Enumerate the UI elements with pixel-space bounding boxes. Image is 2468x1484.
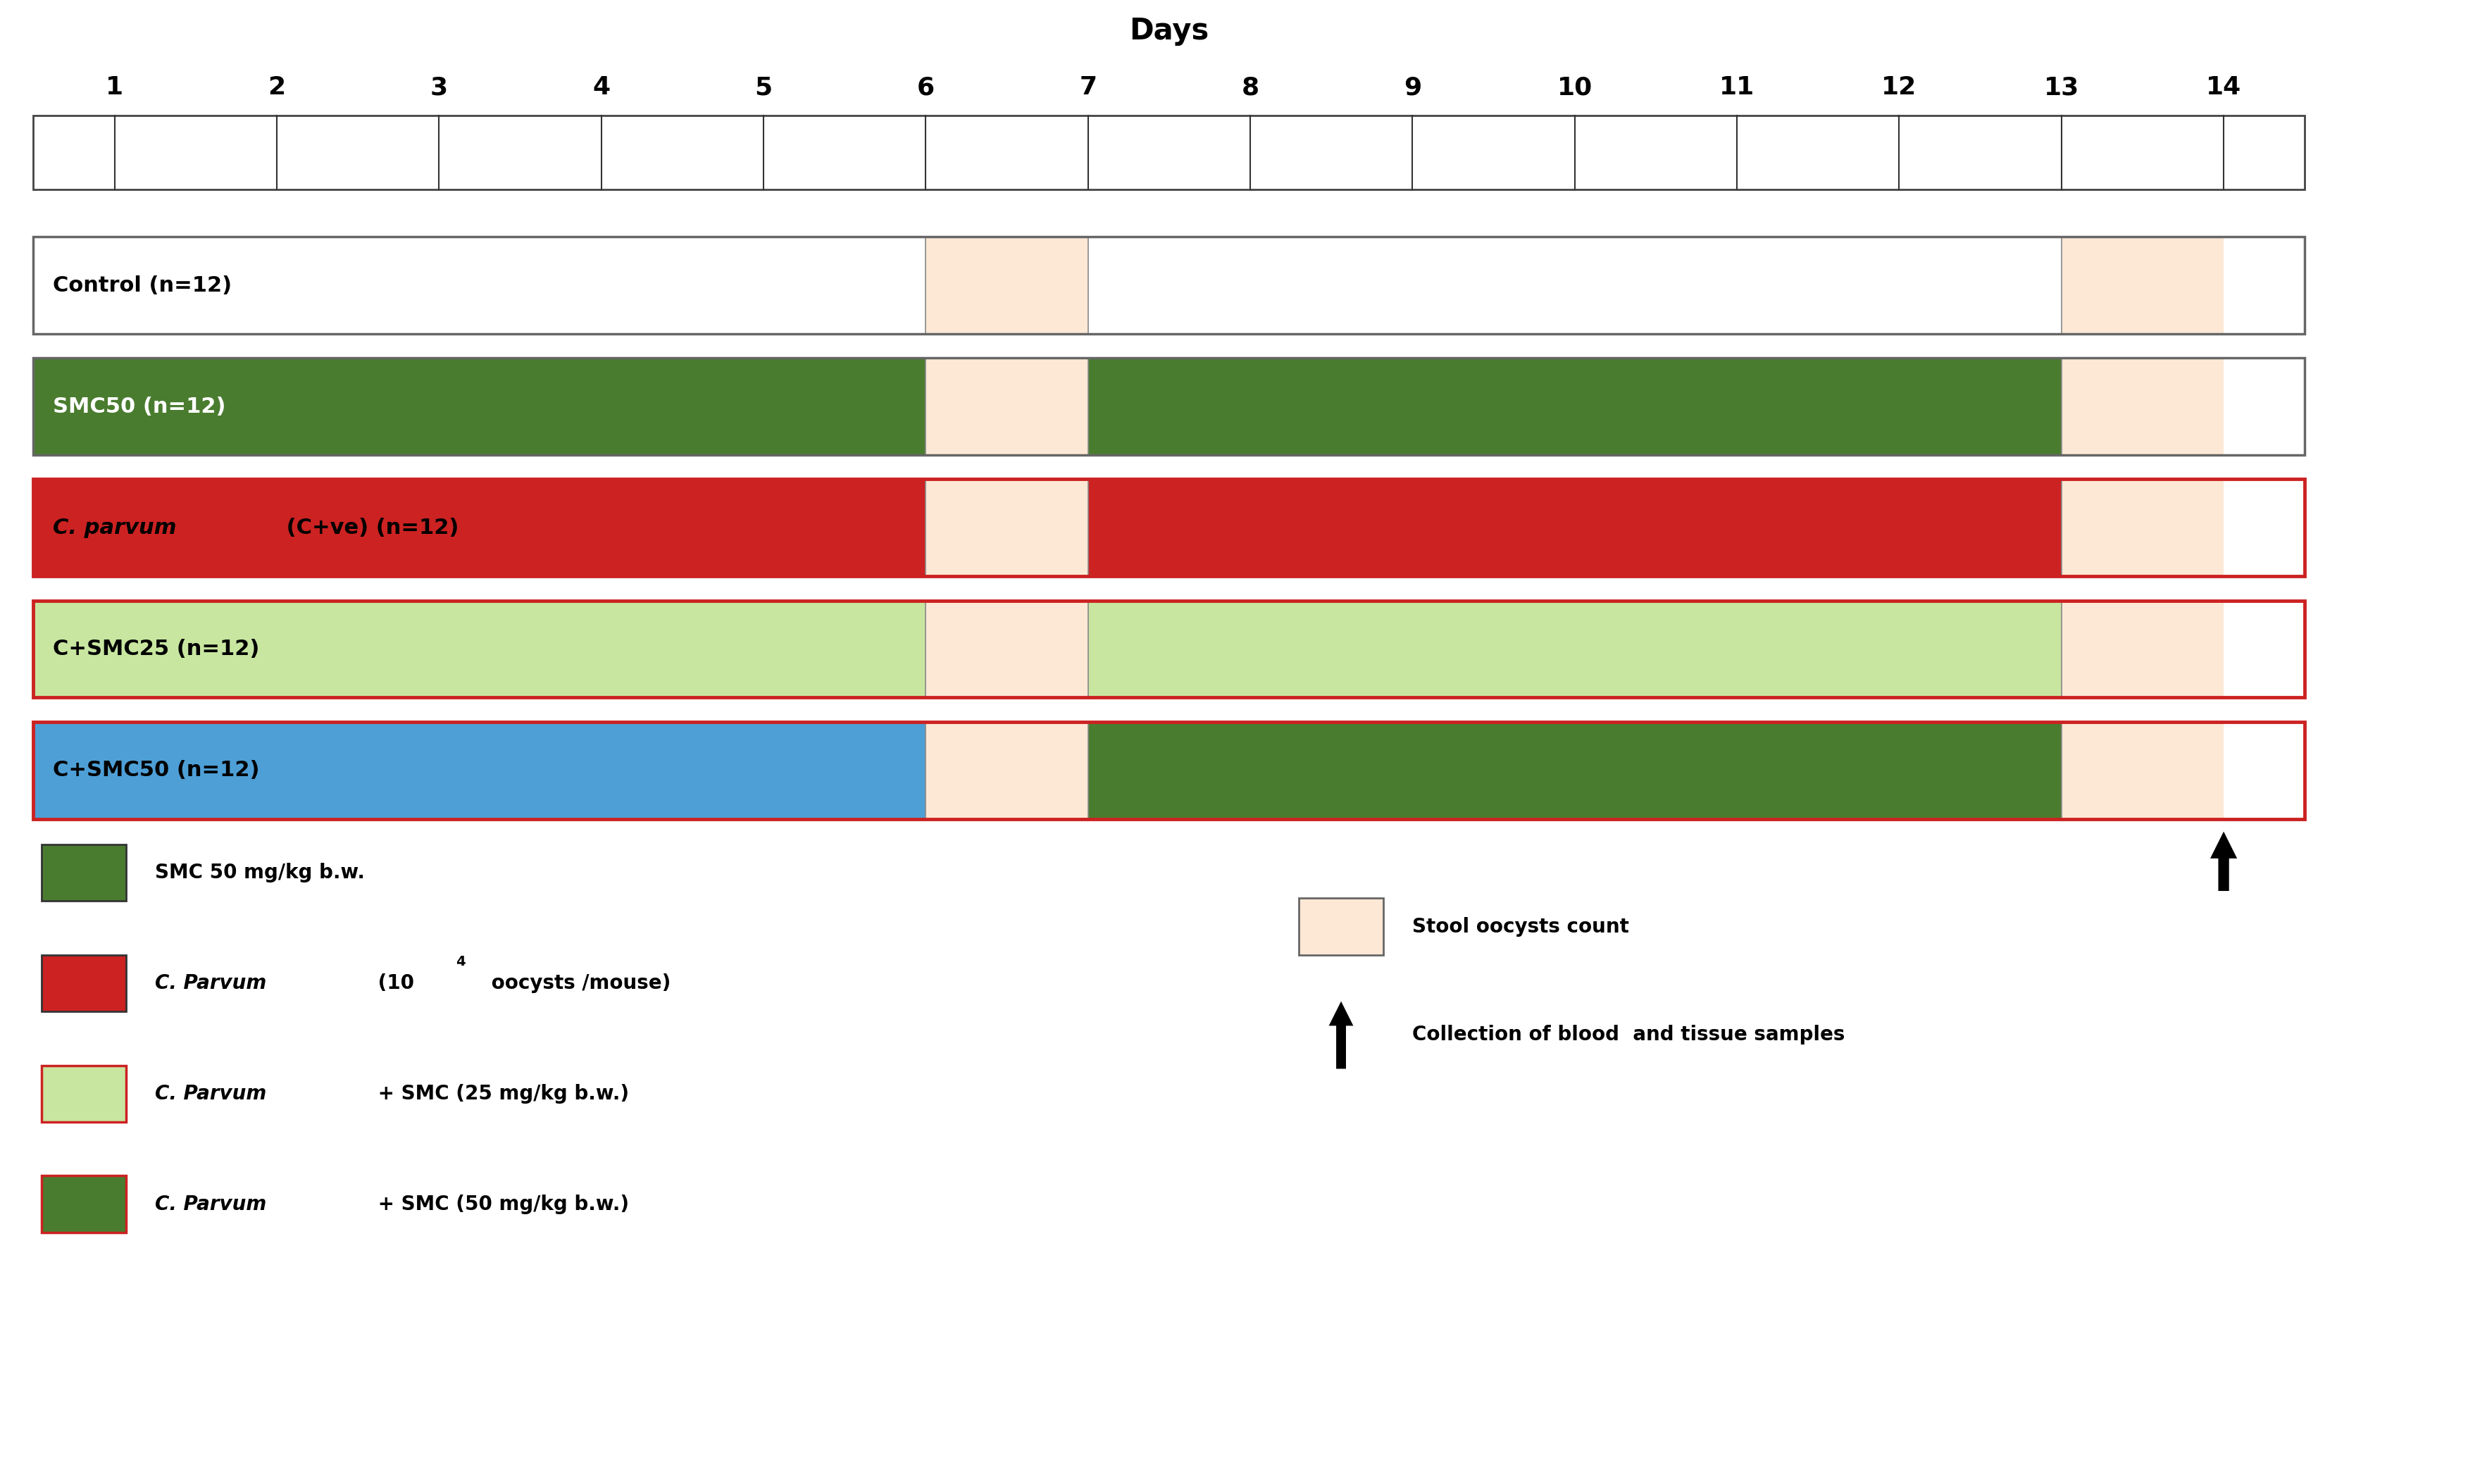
Bar <box>1088 358 2061 456</box>
Bar <box>35 479 926 576</box>
Text: C. Parvum: C. Parvum <box>155 974 267 993</box>
Bar <box>35 721 926 819</box>
Text: (10: (10 <box>370 974 415 993</box>
Text: 14: 14 <box>2206 76 2241 99</box>
Bar <box>2061 721 2224 819</box>
Text: 6: 6 <box>918 76 935 99</box>
Bar <box>42 1066 126 1122</box>
Bar <box>926 479 1088 576</box>
Bar <box>926 237 1088 334</box>
Bar <box>1298 898 1382 954</box>
Text: 1: 1 <box>106 76 123 99</box>
Bar <box>1088 237 2061 334</box>
Text: Stool oocysts count: Stool oocysts count <box>1412 917 1629 936</box>
Text: + SMC (50 mg/kg b.w.): + SMC (50 mg/kg b.w.) <box>370 1195 629 1214</box>
Bar <box>35 358 2305 456</box>
Bar <box>35 479 2305 576</box>
Bar <box>2061 358 2224 456</box>
Text: 7: 7 <box>1079 76 1096 99</box>
Text: 11: 11 <box>1720 76 1755 99</box>
Text: 3: 3 <box>429 76 447 99</box>
Text: 4: 4 <box>592 76 610 99</box>
Text: Days: Days <box>1130 16 1209 46</box>
Text: 8: 8 <box>1241 76 1259 99</box>
Text: 10: 10 <box>1557 76 1592 99</box>
Bar <box>35 601 926 697</box>
Bar <box>35 237 2305 334</box>
Text: C+SMC25 (n=12): C+SMC25 (n=12) <box>52 638 259 659</box>
Bar <box>2061 601 2224 697</box>
Text: (C+ve) (n=12): (C+ve) (n=12) <box>279 518 459 539</box>
Bar <box>926 721 1088 819</box>
Text: Collection of blood  and tissue samples: Collection of blood and tissue samples <box>1412 1024 1846 1045</box>
Bar <box>1088 721 2061 819</box>
Bar <box>35 601 2305 697</box>
Bar <box>2061 479 2224 576</box>
Bar <box>2061 237 2224 334</box>
Text: C. Parvum: C. Parvum <box>155 1195 267 1214</box>
Text: SMC 50 mg/kg b.w.: SMC 50 mg/kg b.w. <box>155 862 365 883</box>
Text: 13: 13 <box>2044 76 2078 99</box>
Text: + SMC (25 mg/kg b.w.): + SMC (25 mg/kg b.w.) <box>370 1083 629 1104</box>
Text: SMC50 (n=12): SMC50 (n=12) <box>52 396 225 417</box>
Text: Control (n=12): Control (n=12) <box>52 275 232 295</box>
Text: oocysts /mouse): oocysts /mouse) <box>484 974 671 993</box>
Bar <box>35 116 2305 190</box>
Bar <box>42 1175 126 1232</box>
Bar <box>1088 601 2061 697</box>
Bar <box>35 358 926 456</box>
Bar <box>35 237 926 334</box>
Text: 4: 4 <box>457 954 464 968</box>
Bar <box>35 721 2305 819</box>
Bar <box>1088 479 2061 576</box>
Bar <box>42 844 126 901</box>
Text: C+SMC50 (n=12): C+SMC50 (n=12) <box>52 760 259 781</box>
Bar <box>42 954 126 1012</box>
Text: 2: 2 <box>269 76 286 99</box>
Text: 12: 12 <box>1881 76 1918 99</box>
Bar <box>926 601 1088 697</box>
Text: 9: 9 <box>1404 76 1422 99</box>
Bar <box>926 358 1088 456</box>
Text: C. Parvum: C. Parvum <box>155 1083 267 1104</box>
Text: 5: 5 <box>755 76 772 99</box>
Text: C. parvum: C. parvum <box>52 518 178 539</box>
